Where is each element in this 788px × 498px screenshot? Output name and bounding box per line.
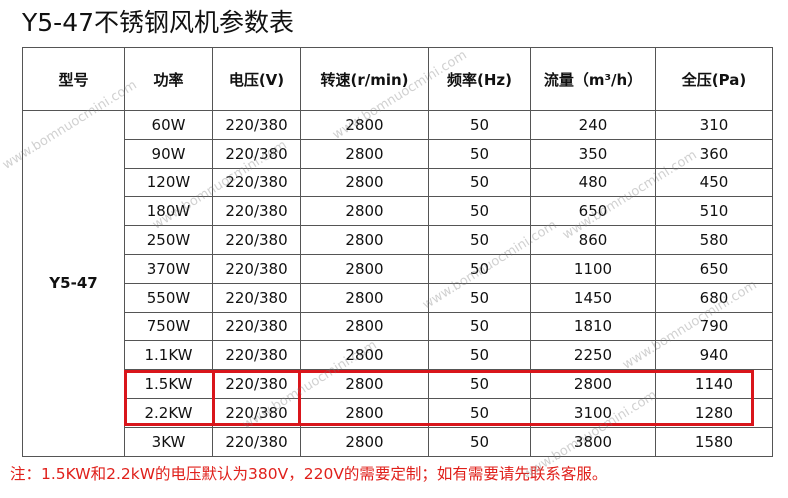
cell: 120W [124,167,213,198]
cell: 1.1KW [124,340,213,371]
cell: 550W [124,282,213,313]
header-cell: 型号 [22,47,125,111]
cell: 1100 [530,253,656,284]
cell: 220/380 [212,340,301,371]
spec-table: 型号 功率 电压(V) 转速(r/min) 频率(Hz) 流量（m³/h） 全压(Pa) Y5… [22,47,773,457]
cell: 1580 [655,426,773,457]
cell: 220/380 [212,311,301,342]
data-row: 3KW 220/380 2800 50 3800 1580 [23,426,773,457]
cell: 220/380 [212,196,301,227]
model: Y5-47 [22,110,125,457]
header-cell: 功率 [124,47,213,111]
cell: 2250 [530,340,656,371]
cell: 50 [428,397,531,428]
cell: 90W [124,138,213,169]
cell: 250W [124,225,213,255]
cell: 3800 [530,426,656,457]
cell: 60W [124,110,213,140]
cell: 370W [124,253,213,284]
cell: 50 [428,282,531,313]
cell: 2800 [300,340,429,371]
header-cell: 流量（m³/h） [530,47,656,111]
cell: 2800 [300,426,429,457]
cell: 680 [655,282,773,313]
cell: 2800 [300,110,429,140]
cell: 50 [428,110,531,140]
cell: 220/380 [212,426,301,457]
cell: 2800 [300,196,429,227]
cell: 1450 [530,282,656,313]
data-row: Y5-47 60W 220/380 2800 50 240 310 [22,110,773,457]
cell: 2800 [300,311,429,342]
cell: 220/380 [212,253,301,284]
cell: 180W [124,196,213,227]
cell: 1810 [530,311,656,342]
cell: 220/380 [212,138,301,169]
cell: 750W [124,311,213,342]
cell: 220/380 [212,225,301,255]
cell: 50 [428,196,531,227]
cell: 50 [428,253,531,284]
cell: 450 [655,167,773,198]
data-row: 1.1KW 220/380 2800 50 2250 940 [23,340,773,371]
data-row: 1.5KW 220/380 2800 50 2800 1140 [23,369,773,399]
cell: 860 [530,225,656,255]
cell: 220/380 [212,167,301,198]
header-cell: 频率(Hz) [428,47,531,111]
cell: 310 [655,110,773,140]
cell: 50 [428,426,531,457]
data-row: 2.2KW 220/380 2800 50 3100 1280 [23,397,773,428]
data-row: 370W 220/380 2800 50 1100 650 [23,253,773,284]
cell: 220/380 [212,369,301,399]
header-row: 型号 功率 电压(V) 转速(r/min) 频率(Hz) 流量（m³/h） 全压(Pa) [22,47,773,111]
data-row: 550W 220/380 2800 50 1450 680 [23,282,773,313]
cell: 220/380 [212,110,301,140]
data-row: 250W 220/380 2800 50 860 580 [23,225,773,255]
cell: 360 [655,138,773,169]
highlight-voltage [212,370,301,426]
cell: 50 [428,311,531,342]
title: Y5-47不锈钢风机参数表 [22,8,295,37]
cell: 790 [655,311,773,342]
header-cell: 全压(Pa) [655,47,773,111]
cell: 50 [428,138,531,169]
highlight-rows [124,370,754,426]
cell: 480 [530,167,656,198]
cell: 2800 [300,397,429,428]
cell: 2.2KW [124,397,213,428]
data-row: 90W 220/380 2800 50 350 360 [23,138,773,169]
cell: 240 [530,110,656,140]
cell: 3KW [124,426,213,457]
cell: 2800 [300,138,429,169]
data-row: 180W 220/380 2800 50 650 510 [23,196,773,227]
cell: 650 [655,253,773,284]
cell: 2800 [300,253,429,284]
cell: 2800 [300,369,429,399]
cell: 940 [655,340,773,371]
cell: 650 [530,196,656,227]
cell: 580 [655,225,773,255]
cell: 220/380 [212,282,301,313]
cell: 50 [428,167,531,198]
data-row: 120W 220/380 2800 50 480 450 [23,167,773,198]
cell: 50 [428,225,531,255]
data-row: 750W 220/380 2800 50 1810 790 [23,311,773,342]
cell: 2800 [300,225,429,255]
cell: 2800 [300,282,429,313]
cell: 510 [655,196,773,227]
cell: 50 [428,340,531,371]
header-cell: 电压(V) [212,47,301,111]
cell: 2800 [300,167,429,198]
cell: 2800 [530,369,656,399]
note: 注：1.5KW和2.2kW的电压默认为380V，220V的需要定制；如有需要请先… [10,465,608,483]
cell: 220/380 [212,397,301,428]
header-cell: 转速(r/min) [300,47,429,111]
cell: 350 [530,138,656,169]
